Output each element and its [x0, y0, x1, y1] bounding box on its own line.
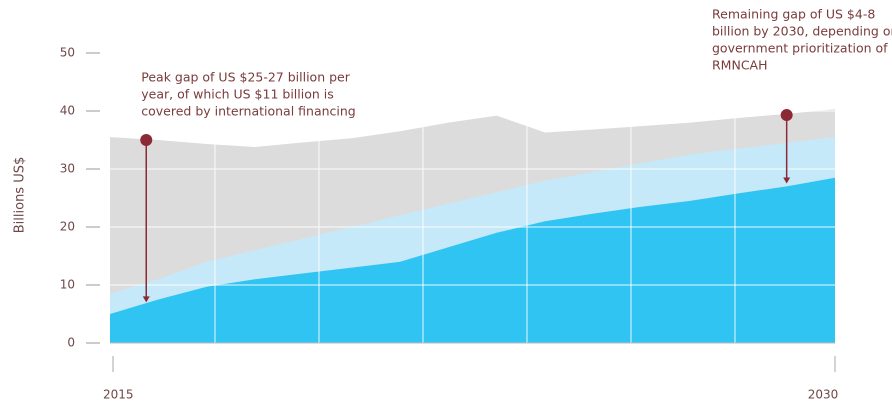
annotation-text: year, of which US $11 billion is — [141, 87, 334, 102]
y-tick-label: 0 — [67, 336, 75, 350]
annotation-text: Remaining gap of US $4-8 — [712, 7, 875, 22]
x-tick-label: 2030 — [808, 388, 839, 402]
x-tick-label: 2015 — [103, 388, 134, 402]
annotation-text: Peak gap of US $25-27 billion per — [141, 70, 350, 85]
annotation-text: covered by international financing — [141, 104, 356, 119]
annotation-dot — [780, 109, 793, 122]
annotation-dot — [140, 134, 153, 146]
y-tick-label: 40 — [60, 104, 75, 118]
y-tick-label: 50 — [60, 46, 75, 60]
area — [110, 177, 835, 343]
annotation-text: billion by 2030, depending on — [712, 24, 892, 39]
y-axis-label: Billions US$ — [13, 157, 28, 234]
arrow-head — [783, 177, 791, 184]
annotation-text: government prioritization of — [712, 41, 888, 56]
arrow-head — [142, 296, 150, 303]
y-tick-label: 10 — [60, 278, 75, 292]
y-tick-label: 20 — [60, 220, 75, 234]
annotation-text: RMNCAH — [712, 58, 768, 73]
y-tick-label: 30 — [60, 162, 75, 176]
